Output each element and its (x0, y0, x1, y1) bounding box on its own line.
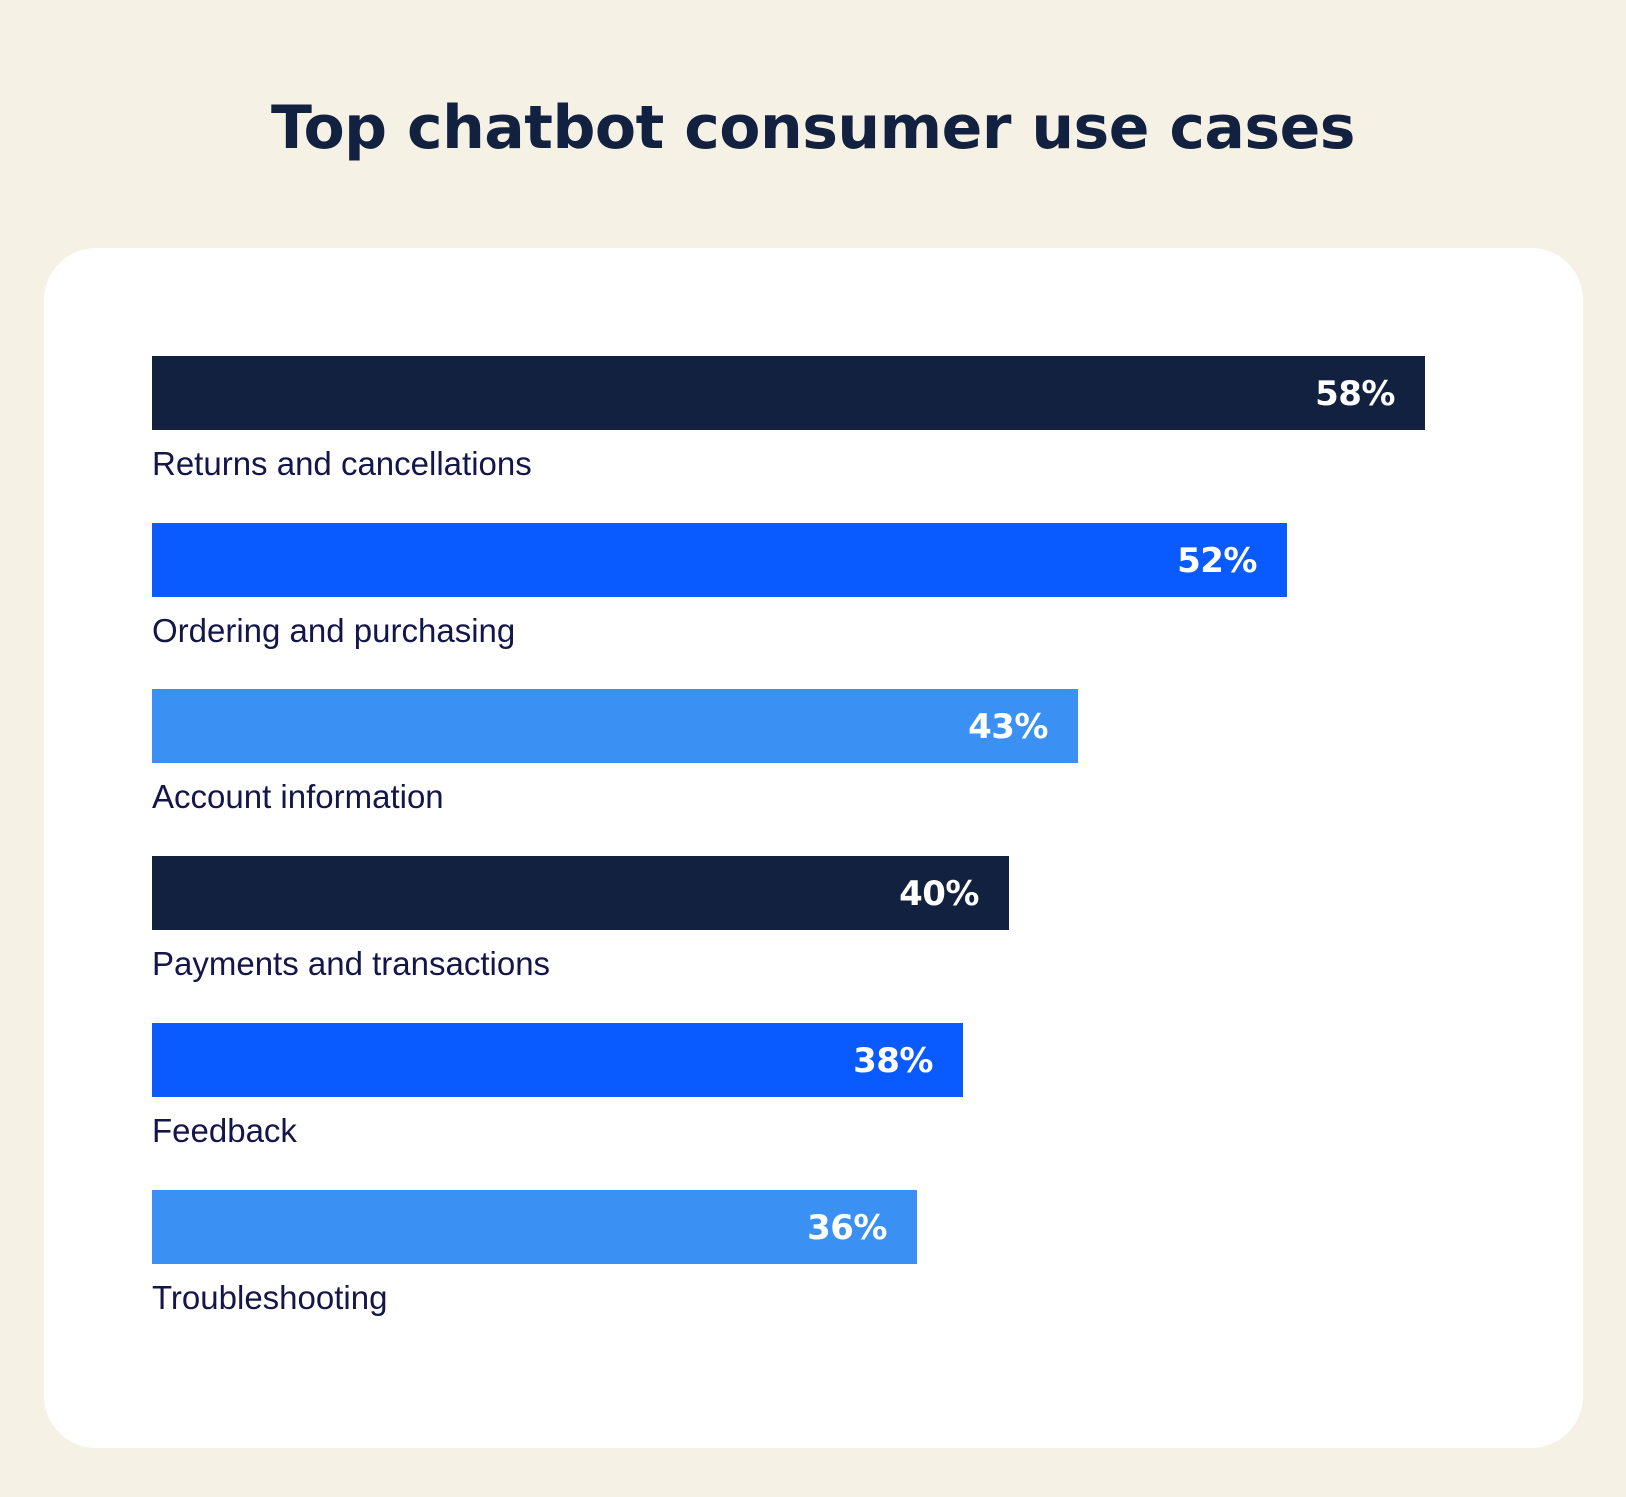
bar-troubleshooting: 36% (152, 1190, 917, 1264)
bar-value-label: 52% (1177, 541, 1257, 581)
chart-card: 58% Returns and cancellations 52% Orderi… (44, 248, 1583, 1448)
category-label: Troubleshooting (152, 1279, 388, 1316)
bar-value-label: 43% (968, 707, 1048, 747)
bar-value-label: 36% (807, 1208, 887, 1248)
category-label: Ordering and purchasing (152, 612, 516, 649)
bar-value-label: 58% (1315, 374, 1395, 414)
category-label: Feedback (152, 1112, 297, 1149)
chart-title: Top chatbot consumer use cases (270, 93, 1356, 163)
bar-account-information: 43% (152, 689, 1078, 763)
category-label: Payments and transactions (152, 945, 551, 982)
bar-value-label: 38% (853, 1041, 933, 1081)
bar-value-label: 40% (899, 874, 979, 914)
category-label: Returns and cancellations (152, 445, 532, 482)
category-label: Account information (152, 778, 444, 815)
bar-payments-and-transactions: 40% (152, 856, 1009, 930)
bar-feedback: 38% (152, 1023, 963, 1097)
bar-ordering-and-purchasing: 52% (152, 523, 1287, 597)
bar-returns-and-cancellations: 58% (152, 356, 1425, 430)
